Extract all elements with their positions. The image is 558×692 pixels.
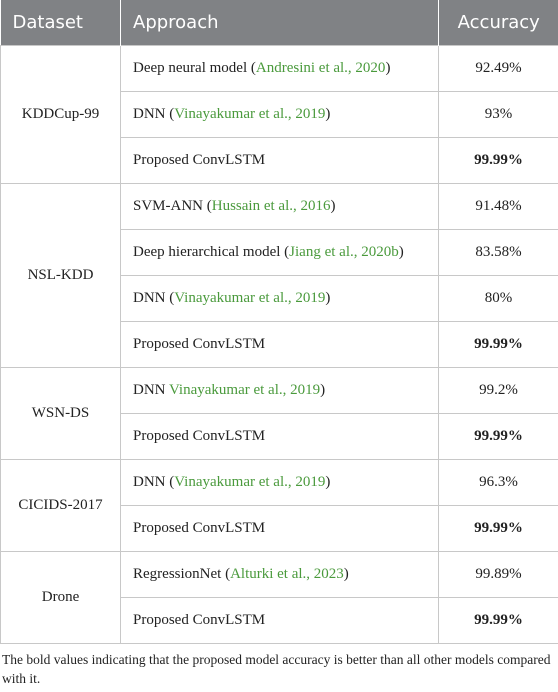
results-table: Dataset Approach Accuracy KDDCup-99 Deep … (0, 0, 558, 644)
dataset-cell: WSN-DS (0, 367, 121, 460)
approach-text: DNN ( (133, 290, 175, 306)
approach-cell: DNN (Vinayakumar et al., 2019) (120, 91, 439, 138)
approach-text: ) (385, 60, 391, 76)
table-row: Proposed ConvLSTM 99.99% (1, 413, 558, 460)
citation[interactable]: Vinayakumar et al., 2019 (168, 382, 321, 398)
approach-cell: Proposed ConvLSTM (120, 505, 439, 552)
approach-text: ) (398, 244, 404, 260)
accuracy-cell: 99.99% (438, 413, 558, 460)
approach-cell: Proposed ConvLSTM (120, 137, 439, 184)
approach-text: DNN (133, 382, 169, 398)
table-row: Proposed ConvLSTM 99.99% (1, 137, 558, 184)
approach-cell: Deep hierarchical model (Jiang et al., 2… (120, 229, 439, 276)
approach-text: Proposed ConvLSTM (133, 612, 266, 628)
citation[interactable]: Alturki et al., 2023 (230, 566, 344, 582)
dataset-cell: KDDCup-99 (0, 45, 121, 184)
accuracy-cell: 93% (438, 91, 558, 138)
header-row: Dataset Approach Accuracy (0, 0, 558, 46)
accuracy-cell: 99.99% (438, 321, 558, 368)
approach-text: Proposed ConvLSTM (133, 336, 266, 352)
table-row: CICIDS-2017 DNN (Vinayakumar et al., 2019… (0, 459, 558, 552)
approach-text: DNN ( (133, 474, 175, 490)
citation[interactable]: Vinayakumar et al., 2019 (174, 290, 326, 306)
accuracy-cell: 80% (438, 275, 558, 322)
table-row: KDDCup-99 Deep neural model (Andresini et… (0, 45, 558, 184)
approach-cell: Proposed ConvLSTM (120, 597, 439, 644)
approach-text: DNN ( (133, 106, 175, 122)
citation[interactable]: Hussain et al., 2016 (211, 198, 331, 214)
approach-cell: Deep neural model (Andresini et al., 202… (120, 45, 439, 92)
dataset-cell: Drone (0, 551, 121, 644)
dataset-cell: CICIDS-2017 (0, 459, 121, 552)
header-cell: Accuracy (438, 0, 558, 46)
approach-cell: Proposed ConvLSTM (120, 413, 439, 460)
approach-text: ) (343, 566, 349, 582)
table-row: DNN (Vinayakumar et al., 2019) 93% (1, 91, 558, 138)
approach-text: RegressionNet ( (133, 566, 231, 582)
accuracy-cell: 83.58% (438, 229, 558, 276)
citation[interactable]: Jiang et al., 2020b (289, 244, 399, 260)
approach-cell: DNN (Vinayakumar et al., 2019) (120, 459, 439, 506)
approach-text: ) (325, 290, 331, 306)
approach-text: Deep neural model ( (133, 60, 256, 76)
dataset-cell: NSL-KDD (0, 183, 121, 368)
approach-text: ) (325, 474, 331, 490)
citation[interactable]: Andresini et al., 2020 (255, 60, 386, 76)
approach-cell: Proposed ConvLSTM (120, 321, 439, 368)
approach-cell: RegressionNet (Alturki et al., 2023) (120, 551, 439, 598)
accuracy-cell: 99.2% (438, 367, 558, 414)
footnote: The bold values indicating that the prop… (2, 652, 551, 686)
table-row: Proposed ConvLSTM 99.99% (1, 597, 558, 644)
approach-text: ) (325, 106, 331, 122)
citation[interactable]: Vinayakumar et al., 2019 (174, 474, 326, 490)
approach-text: Deep hierarchical model ( (133, 244, 290, 260)
accuracy-cell: 99.99% (438, 137, 558, 184)
approach-cell: DNN Vinayakumar et al., 2019) (120, 367, 439, 414)
table-row: WSN-DS DNN Vinayakumar et al., 2019) 99.2% (0, 367, 558, 460)
approach-text: ) (320, 382, 326, 398)
approach-text: Proposed ConvLSTM (133, 520, 266, 536)
table-row: Drone RegressionNet (Alturki et al., 2023… (0, 551, 558, 644)
table-row: NSL-KDD SVM-ANN (Hussain et al., 2016) 91.… (0, 183, 558, 368)
table-row: Deep hierarchical model (Jiang et al., 2… (1, 229, 558, 276)
accuracy-cell: 99.99% (438, 597, 558, 644)
approach-text: Proposed ConvLSTM (133, 152, 266, 168)
header-cell: Approach (120, 0, 439, 46)
table-row: Proposed ConvLSTM 99.99% (1, 505, 558, 552)
approach-text: Proposed ConvLSTM (133, 428, 266, 444)
accuracy-cell: 92.49% (438, 45, 558, 92)
header-cell: Dataset (0, 0, 121, 46)
table-row: Proposed ConvLSTM 99.99% (1, 321, 558, 368)
approach-cell: SVM-ANN (Hussain et al., 2016) (120, 183, 439, 230)
accuracy-cell: 99.99% (438, 505, 558, 552)
citation[interactable]: Vinayakumar et al., 2019 (174, 106, 326, 122)
approach-text: SVM-ANN ( (133, 198, 212, 214)
table-body: KDDCup-99 Deep neural model (Andresini et… (0, 45, 558, 644)
approach-text: ) (330, 198, 336, 214)
accuracy-cell: 99.89% (438, 551, 558, 598)
accuracy-cell: 91.48% (438, 183, 558, 230)
approach-cell: DNN (Vinayakumar et al., 2019) (120, 275, 439, 322)
accuracy-cell: 96.3% (438, 459, 558, 506)
